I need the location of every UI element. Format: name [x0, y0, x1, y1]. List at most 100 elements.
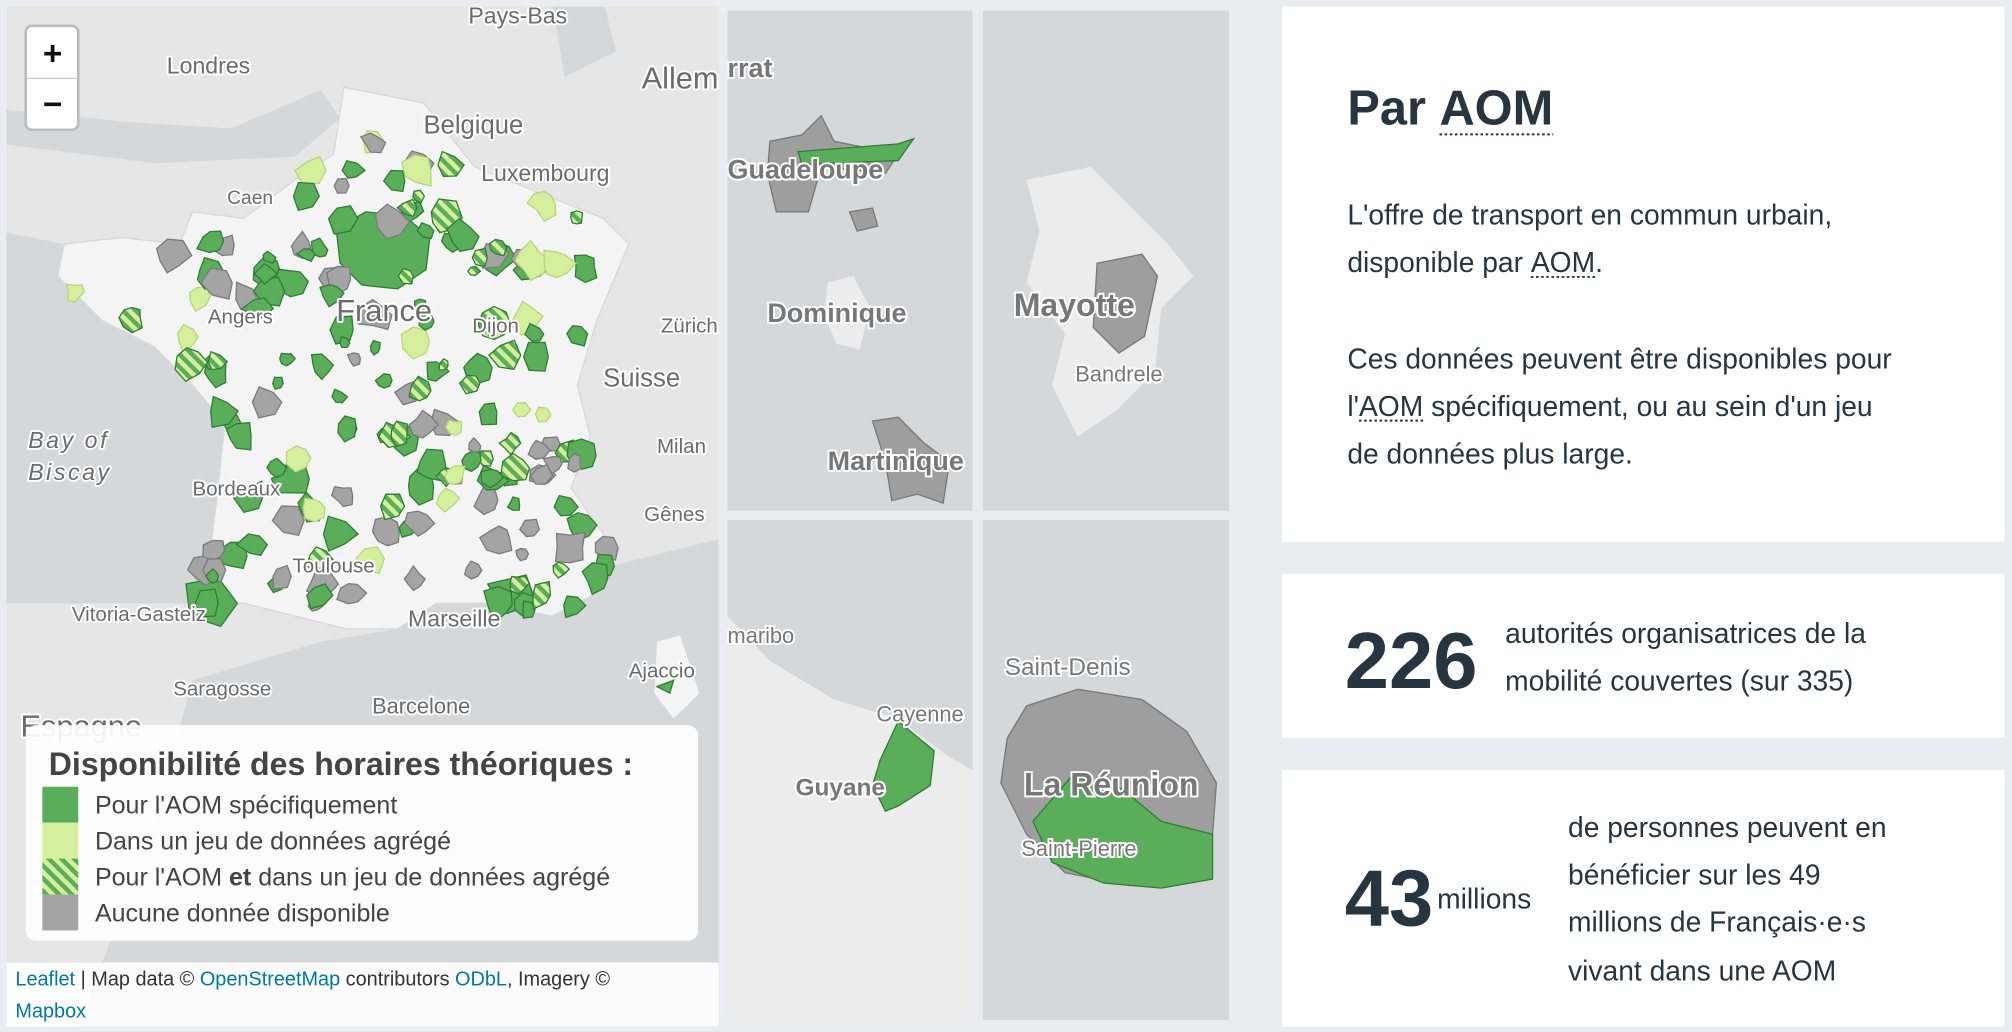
inset-reunion[interactable]: Saint-Denis La Réunion Saint-Pierre	[982, 519, 1230, 1021]
aom-area[interactable]	[207, 350, 229, 371]
aom-area[interactable]	[1092, 253, 1159, 354]
aom-area[interactable]	[271, 505, 305, 537]
aom-area[interactable]	[534, 406, 552, 423]
aom-area[interactable]	[498, 431, 522, 456]
aom-area[interactable]	[527, 439, 551, 460]
aom-area[interactable]	[331, 388, 349, 404]
aom-area[interactable]	[445, 419, 463, 437]
aom-area[interactable]	[374, 203, 411, 240]
aom-area[interactable]	[65, 283, 85, 304]
aom-area[interactable]	[526, 190, 557, 222]
aom-area[interactable]	[871, 720, 935, 812]
aom-area[interactable]	[567, 453, 582, 473]
aom-area[interactable]	[310, 353, 335, 381]
aom-area[interactable]	[471, 247, 488, 268]
aom-area[interactable]	[408, 409, 440, 439]
aom-area[interactable]	[554, 531, 586, 564]
aom-area[interactable]	[241, 297, 275, 319]
aom-area[interactable]	[488, 238, 508, 257]
aom-area[interactable]	[194, 588, 219, 618]
aom-area[interactable]	[552, 561, 571, 579]
aom-area[interactable]	[418, 310, 435, 331]
aom-area[interactable]	[319, 284, 345, 308]
inset-antilles[interactable]: rrat Guadeloupe Dominique Martinique	[728, 10, 973, 511]
aom-area[interactable]	[155, 238, 193, 274]
aom-area[interactable]	[542, 456, 563, 475]
inset-mayotte[interactable]: Mayotte Bandrele	[982, 10, 1230, 511]
aom-area[interactable]	[251, 385, 283, 419]
zoom-out-button[interactable]: −	[43, 87, 62, 124]
aom-area[interactable]	[1032, 775, 1214, 889]
aom-area[interactable]	[357, 298, 393, 331]
aom-area[interactable]	[478, 402, 498, 426]
aom-area[interactable]	[327, 205, 359, 235]
aom-area[interactable]	[509, 575, 531, 595]
aom-area[interactable]	[506, 496, 521, 511]
aom-area[interactable]	[483, 585, 513, 621]
aom-area[interactable]	[570, 210, 584, 225]
aom-area[interactable]	[196, 230, 225, 254]
aom-area[interactable]	[403, 564, 426, 592]
aom-area[interactable]	[174, 347, 209, 383]
aom-area[interactable]	[468, 437, 482, 453]
aom-area[interactable]	[512, 402, 532, 418]
inset-guyane[interactable]: maribo Cayenne Guyane	[727, 519, 973, 1021]
aom-area[interactable]	[390, 420, 408, 447]
aom-area[interactable]	[374, 373, 393, 389]
aom-area[interactable]	[581, 562, 609, 596]
aom-area[interactable]	[341, 160, 367, 179]
aom-area[interactable]	[339, 335, 351, 349]
aom-area[interactable]	[438, 357, 449, 371]
aom-area[interactable]	[477, 305, 512, 341]
aom-area[interactable]	[329, 315, 354, 345]
aom-area[interactable]	[118, 306, 143, 334]
link[interactable]: ODbL	[455, 969, 507, 991]
aom-area[interactable]	[797, 137, 916, 166]
aom-area[interactable]	[444, 465, 466, 485]
map[interactable]: Pays-Bas Londres Allem Belgique Luxembou…	[0, 0, 719, 1032]
aom-area[interactable]	[401, 154, 432, 187]
aom-area[interactable]	[371, 516, 400, 547]
aom-area[interactable]	[279, 352, 297, 367]
aom-area[interactable]	[524, 322, 545, 343]
aom-area[interactable]	[337, 415, 357, 443]
aom-area[interactable]	[205, 568, 219, 584]
aom-area[interactable]	[262, 250, 277, 264]
aom-area[interactable]	[346, 352, 361, 367]
aom-area[interactable]	[369, 339, 381, 356]
aom-area[interactable]	[232, 480, 264, 514]
aom-area[interactable]	[413, 298, 427, 313]
aom-area[interactable]	[379, 493, 406, 521]
aom-area[interactable]	[499, 452, 531, 482]
aom-area[interactable]	[333, 178, 350, 194]
aom-area[interactable]	[225, 421, 252, 451]
aom-area[interactable]	[543, 249, 577, 279]
aom-area[interactable]	[397, 267, 414, 285]
aom-area[interactable]	[435, 487, 461, 513]
aom-area[interactable]	[355, 546, 386, 575]
aom-area[interactable]	[573, 254, 598, 284]
aom-area[interactable]	[396, 198, 418, 218]
link[interactable]: Leaflet	[15, 969, 75, 991]
aom-area[interactable]	[553, 494, 579, 517]
aom-area[interactable]	[235, 533, 269, 557]
aom-area[interactable]	[266, 457, 288, 479]
aom-area[interactable]	[202, 539, 226, 562]
aom-area[interactable]	[563, 595, 587, 619]
aom-area[interactable]	[446, 217, 480, 253]
aom-area[interactable]	[400, 326, 431, 360]
aom-area[interactable]	[412, 189, 426, 204]
aom-area[interactable]	[408, 375, 432, 402]
aom-area[interactable]	[566, 325, 589, 347]
aom-area[interactable]	[848, 207, 879, 232]
aom-area[interactable]	[515, 547, 530, 562]
aom-area[interactable]	[295, 248, 317, 263]
aom-area[interactable]	[532, 580, 552, 610]
aom-area[interactable]	[200, 267, 233, 300]
aom-area[interactable]	[310, 237, 329, 258]
aom-area[interactable]	[210, 395, 239, 428]
aom-area[interactable]	[330, 486, 354, 508]
aom-area[interactable]	[292, 181, 320, 212]
aom-area[interactable]	[177, 323, 199, 354]
abbr[interactable]: AOM	[1359, 390, 1423, 422]
